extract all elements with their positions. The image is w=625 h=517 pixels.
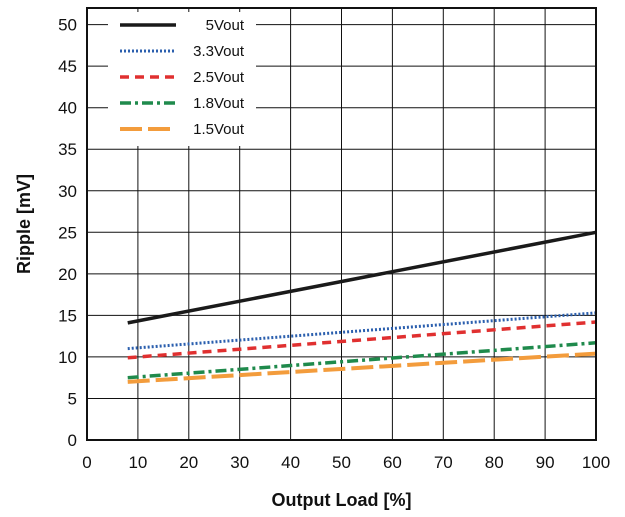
x-tick-label: 60 [383,453,402,472]
series-lines [127,230,597,384]
y-axis-title: Ripple [mV] [14,174,34,274]
x-tick-label: 70 [434,453,453,472]
legend-label: 1.8Vout [193,95,245,112]
y-tick-label: 10 [58,348,77,367]
x-tick-label: 90 [536,453,555,472]
tick-labels: 0 10 20 30 40 50 60 70 80 90 100 0 5 10 15 20 25 30 35 40 45… [58,16,610,472]
y-tick-label: 45 [58,57,77,76]
y-tick-label: 20 [58,265,77,284]
series-line [127,311,597,351]
x-tick-label: 10 [128,453,147,472]
plot-frame [86,7,597,441]
series-line [127,320,597,360]
x-tick-label: 80 [485,453,504,472]
x-tick-label: 20 [179,453,198,472]
y-tick-label: 35 [58,140,77,159]
y-tick-label: 5 [68,389,77,408]
y-tick-label: 15 [58,306,77,325]
y-tick-label: 0 [68,431,77,450]
x-tick-label: 30 [230,453,249,472]
series-line [127,341,597,380]
legend-label: 5Vout [206,17,245,34]
x-tick-label: 40 [281,453,300,472]
legend-label: 2.5Vout [193,69,245,86]
series-line [127,230,597,325]
y-tick-label: 25 [58,223,77,242]
legend-label: 3.3Vout [193,43,245,60]
legend-label: 1.5Vout [193,121,245,138]
x-tick-label: 0 [82,453,91,472]
y-tick-label: 30 [58,182,77,201]
x-axis-title: Output Load [%] [272,490,412,510]
series-line [127,351,597,384]
x-tick-label: 50 [332,453,351,472]
legend: 5Vout 3.3Vout 2.5Vout 1.8Vout 1.5Vout [108,12,256,146]
y-tick-label: 40 [58,99,77,118]
x-tick-label: 100 [582,453,610,472]
y-tick-label: 50 [58,16,77,35]
legend-box [108,12,256,146]
